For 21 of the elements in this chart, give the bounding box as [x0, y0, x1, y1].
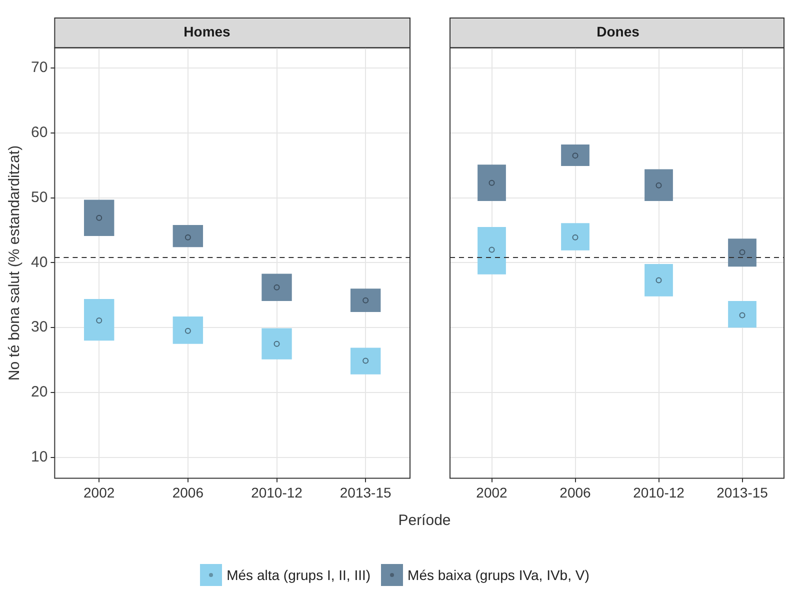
- x-tick-label: 2002: [476, 484, 508, 500]
- y-tick-label: 60: [30, 124, 48, 141]
- x-tick-label: 2006: [560, 484, 592, 500]
- x-tick-label: 2013-15: [340, 484, 392, 500]
- y-axis-title: No té bona salut (% estandarditzat): [6, 145, 24, 381]
- y-tick-label: 10: [30, 448, 48, 466]
- y-tick-label: 50: [30, 188, 48, 206]
- chart-title: Homes: [184, 23, 231, 40]
- x-axis-title: Període: [397, 512, 452, 529]
- y-tick-label: 30: [30, 318, 48, 336]
- y-tick-label: 20: [30, 384, 48, 401]
- x-tick-label: 2010-12: [633, 484, 685, 500]
- x-tick-label: 2013-15: [716, 484, 768, 500]
- legend-label: Més alta (grups I, II, III): [226, 567, 371, 583]
- y-tick-label: 70: [30, 59, 48, 76]
- y-tick-label: 40: [30, 254, 48, 271]
- x-tick-label: 2002: [84, 484, 115, 500]
- chart-title: Dones: [596, 23, 640, 40]
- x-tick-label: 2010-12: [251, 484, 303, 500]
- legend-label: Més baixa (grups IVa, IVb, V): [408, 567, 590, 583]
- x-tick-label: 2006: [172, 484, 204, 500]
